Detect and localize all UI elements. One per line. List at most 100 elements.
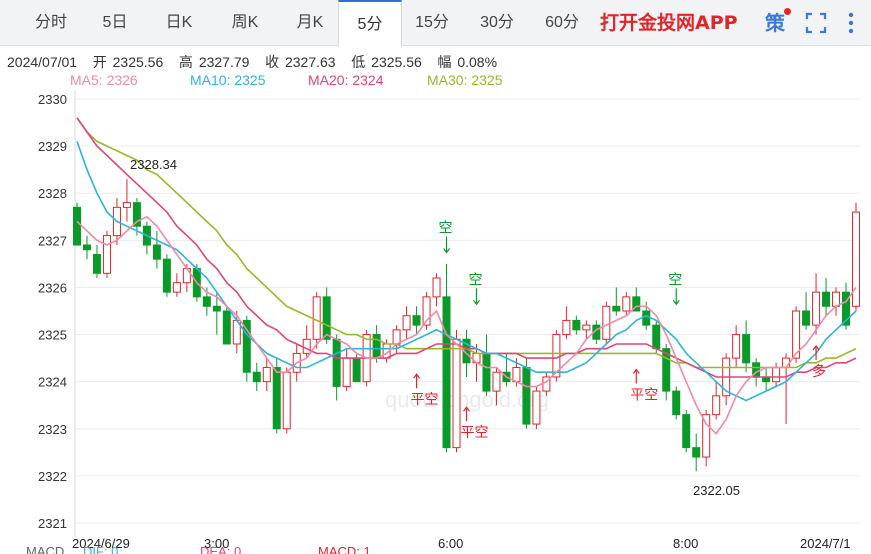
signal-arrowhead: [413, 373, 421, 379]
candle-body: [202, 296, 211, 307]
candle-body: [92, 253, 101, 274]
candle-body: [712, 395, 721, 416]
candle-body: [322, 296, 331, 340]
candle-body: [512, 367, 521, 383]
ma-legend: MA5: 2326 MA10: 2325 MA20: 2324 MA30: 23…: [0, 72, 871, 90]
signal-label: 平空: [461, 425, 489, 441]
candle-body: [702, 414, 711, 458]
notification-dot: [784, 8, 791, 15]
tab-2[interactable]: 5日: [102, 14, 128, 31]
candle-body: [332, 338, 341, 387]
candle-body: [772, 367, 781, 383]
candle-body: [662, 348, 671, 392]
candle-body: [402, 315, 411, 331]
signal-label: 空: [439, 220, 453, 236]
high-value: 2327.79: [198, 54, 250, 70]
candle-body: [132, 202, 141, 227]
open-app-link[interactable]: 打开金投网APP: [600, 12, 738, 34]
y-tick-label: 2328: [38, 186, 67, 201]
signal-arrowhead: [632, 368, 640, 374]
candle-body: [282, 371, 291, 430]
candle-body: [312, 296, 321, 340]
ma10-label: MA10: 2325: [190, 72, 266, 88]
signal-label: 平空: [630, 388, 658, 404]
tab-9[interactable]: 60分: [545, 14, 579, 31]
tab-8[interactable]: 30分: [480, 14, 514, 31]
x-tick-label: 8:00: [673, 536, 698, 551]
candle-body: [412, 315, 421, 326]
signal-label: 多: [812, 363, 826, 380]
candle-body: [172, 282, 181, 293]
tab-1[interactable]: 分时: [34, 14, 67, 31]
ma5-line: [76, 215, 857, 435]
candle-body: [152, 244, 161, 260]
candle-body: [622, 296, 631, 312]
candle-body: [302, 338, 311, 354]
x-tick-label: 6:00: [438, 536, 463, 551]
candle-body: [222, 310, 231, 345]
candle-body: [242, 319, 251, 373]
dif-label: DIF: 0: [83, 544, 119, 554]
candle-body: [73, 206, 81, 246]
y-tick-label: 2322: [38, 469, 67, 484]
signal-arrowhead: [473, 299, 480, 306]
candle-body: [262, 367, 271, 383]
macd-value-label: MACD: 1: [318, 544, 371, 554]
ma10-line: [76, 141, 857, 402]
y-tick-label: 2323: [38, 422, 67, 437]
ma20-line: [76, 117, 857, 378]
ma5-label: MA5: 2326: [70, 72, 138, 88]
candle-body: [582, 324, 591, 331]
candle-body: [452, 338, 461, 449]
signal-label: 空: [668, 272, 682, 288]
candle-body: [482, 352, 491, 392]
candle-body: [822, 291, 831, 307]
candlestick-chart[interactable]: 2330 2329 2328 2327 2326 2325 2324 2323 2322 2321…: [0, 90, 871, 554]
ohlc-info-line: 2024/07/01 开 2325.56 高 2327.79 收 2327.63…: [7, 52, 499, 72]
open-value: 2325.56: [112, 54, 164, 70]
candle-body: [602, 305, 611, 340]
candle-body: [352, 357, 361, 383]
y-tick-label: 2326: [38, 280, 67, 295]
tab-5[interactable]: 月K: [296, 14, 324, 31]
candle-body: [82, 244, 91, 251]
signal-arrowhead: [812, 344, 820, 351]
candle-body: [122, 202, 131, 208]
macd-indicator-row: MACD DIF: 0 DEA: 0 MACD: 1: [0, 544, 871, 554]
candle-body: [212, 305, 221, 312]
ma30-label: MA30: 2325: [427, 72, 503, 88]
candle-body: [652, 324, 661, 350]
high-label: 高: [178, 54, 193, 70]
candle-body: [852, 211, 860, 307]
candle-body: [692, 447, 701, 458]
candle-body: [612, 305, 621, 312]
signal-label: 空: [468, 272, 482, 288]
candle-body: [792, 310, 801, 359]
min-price-label: 2322.05: [693, 483, 740, 498]
amplitude-value: 0.08%: [457, 54, 498, 70]
more-vertical-icon[interactable]: [836, 8, 866, 38]
tab-4[interactable]: 周K: [231, 14, 259, 31]
x-tick-label: 2024/6/29: [72, 536, 130, 551]
tab-3[interactable]: 日K: [165, 14, 193, 31]
strategy-icon[interactable]: 策: [765, 11, 785, 35]
candle-body: [272, 367, 281, 430]
candle-body: [572, 319, 581, 331]
ma20-label: MA20: 2324: [308, 72, 384, 88]
candle-body: [562, 319, 571, 336]
signal-arrowhead: [672, 299, 680, 306]
open-label: 开: [92, 54, 107, 70]
period-tab-bar: 分时 5日 日K 周K 月K 5分 15分 30分 60分 打开金投网APP 策: [0, 0, 871, 47]
low-label: 低: [351, 54, 366, 70]
macd-title: MACD: [26, 544, 65, 554]
fullscreen-icon[interactable]: [801, 8, 831, 38]
signal-arrowhead: [463, 406, 470, 412]
y-tick-label: 2324: [38, 375, 67, 390]
low-value: 2325.56: [371, 54, 422, 70]
candle-body: [802, 310, 811, 326]
tab-7[interactable]: 15分: [415, 14, 449, 31]
tab-6[interactable]: 5分: [338, 0, 402, 47]
candle-body: [442, 296, 451, 449]
candle-body: [372, 334, 381, 359]
close-value: 2327.63: [284, 54, 336, 70]
